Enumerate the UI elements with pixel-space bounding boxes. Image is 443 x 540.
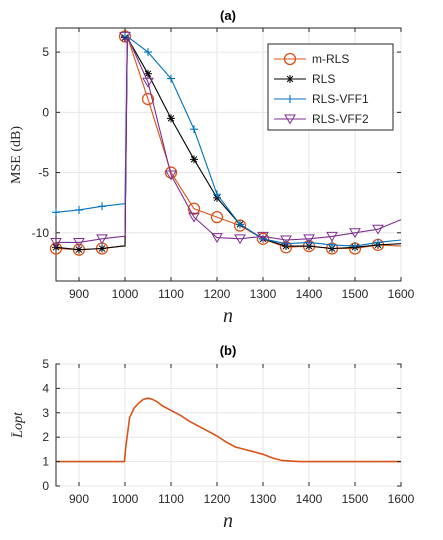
panel-b: (b) 900 1000 1100 1200 1300 1400 1500 1600 0 1 2 3 4… xyxy=(11,343,415,532)
legend-box xyxy=(267,43,394,131)
x-tick-label: 1100 xyxy=(158,492,184,506)
data-point xyxy=(50,237,62,248)
y-tick-label: -10 xyxy=(32,226,50,240)
data-point xyxy=(188,212,200,223)
data-point xyxy=(144,48,152,57)
chart-b-ylabel: L̄opt xyxy=(11,411,26,439)
legend-marker xyxy=(283,52,297,66)
ticks-b: 900 1000 1100 1200 1300 1400 1500 1600 0 1 2 3 4 5 xyxy=(42,357,414,506)
panel-a: (a) 900 1000 1100 1200 1300 1400 1500 1600 -10 -5… xyxy=(9,8,415,327)
x-tick-label: 1200 xyxy=(204,492,231,506)
x-tick-label: 1100 xyxy=(158,287,184,301)
y-tick-label: 3 xyxy=(42,406,49,420)
x-tick-label: 900 xyxy=(69,287,89,301)
data-point xyxy=(190,155,198,164)
series-line-lopt xyxy=(56,397,401,463)
y-tick-label: 4 xyxy=(42,381,49,395)
series-line-rls-vff2 xyxy=(56,35,402,243)
data-point xyxy=(167,114,175,123)
data-point xyxy=(49,242,63,255)
data-point xyxy=(256,232,270,245)
y-tick-label: 5 xyxy=(42,357,49,371)
x-tick-label: 900 xyxy=(69,492,89,506)
data-point xyxy=(210,210,224,224)
data-point xyxy=(165,170,177,181)
data-point xyxy=(75,205,83,214)
data-point xyxy=(141,92,155,106)
y-tick-label: 2 xyxy=(42,430,49,444)
x-tick-label: 1000 xyxy=(112,492,139,506)
x-tick-label: 1200 xyxy=(204,287,231,301)
data-point xyxy=(236,220,244,229)
data-point xyxy=(119,31,131,42)
data-point xyxy=(98,202,106,211)
y-tick-label: 0 xyxy=(42,105,49,119)
ticks-a: 900 1000 1100 1200 1300 1400 1500 1600 -10 -5 0 5 xyxy=(32,28,415,301)
data-point xyxy=(190,125,198,134)
legend-label: m-RLS xyxy=(312,52,349,66)
data-point xyxy=(211,233,223,244)
data-point xyxy=(187,202,201,215)
legend-marker xyxy=(284,114,296,125)
x-tick-label: 1500 xyxy=(342,287,369,301)
y-tick-label: 5 xyxy=(42,45,49,59)
data-point xyxy=(96,234,108,245)
legend-a: m-RLS RLS RLS-VFF1 RLS-VFF2 xyxy=(267,43,394,131)
x-tick-label: 1400 xyxy=(296,287,323,301)
y-tick-label: -5 xyxy=(38,166,49,180)
x-tick-label: 1400 xyxy=(296,492,323,506)
data-point xyxy=(98,244,106,253)
data-point xyxy=(328,240,336,249)
data-point xyxy=(73,237,85,248)
data-point xyxy=(164,166,178,179)
data-point xyxy=(372,224,384,235)
grid-b xyxy=(56,363,402,487)
chart-b-title: (b) xyxy=(220,343,237,358)
plot-area-b xyxy=(55,363,402,487)
y-tick-label: 1 xyxy=(42,455,49,469)
x-tick-label: 1500 xyxy=(342,492,369,506)
data-point xyxy=(52,208,60,217)
chart-a-ylabel: MSE (dB) xyxy=(9,126,24,184)
x-tick-label: 1300 xyxy=(250,492,277,506)
series-a xyxy=(49,30,402,256)
data-point xyxy=(280,235,292,246)
data-point xyxy=(167,74,175,83)
data-point xyxy=(351,242,359,251)
legend-label: RLS xyxy=(312,72,335,86)
data-point xyxy=(234,234,246,245)
legend-label: RLS-VFF1 xyxy=(312,92,369,106)
data-point xyxy=(303,234,315,245)
x-tick-label: 1000 xyxy=(112,287,139,301)
data-point xyxy=(349,228,361,239)
data-point xyxy=(257,231,269,242)
data-point xyxy=(233,219,247,232)
x-tick-label: 1300 xyxy=(250,287,277,301)
legend-label: RLS-VFF2 xyxy=(312,112,369,126)
chart-a-title: (a) xyxy=(220,8,236,23)
data-point xyxy=(75,245,83,254)
y-tick-label: 0 xyxy=(42,479,49,493)
x-tick-label: 1600 xyxy=(388,287,415,301)
data-point xyxy=(144,69,152,78)
data-point xyxy=(213,190,221,199)
data-point xyxy=(326,231,338,242)
data-point xyxy=(374,238,382,247)
chart-b-xlabel: n xyxy=(223,510,233,532)
legend-marker xyxy=(286,75,294,83)
x-tick-label: 1600 xyxy=(388,492,415,506)
data-point xyxy=(142,77,154,88)
legend-marker xyxy=(286,95,294,103)
chart-a-xlabel: n xyxy=(223,305,233,327)
series-b xyxy=(56,397,401,463)
